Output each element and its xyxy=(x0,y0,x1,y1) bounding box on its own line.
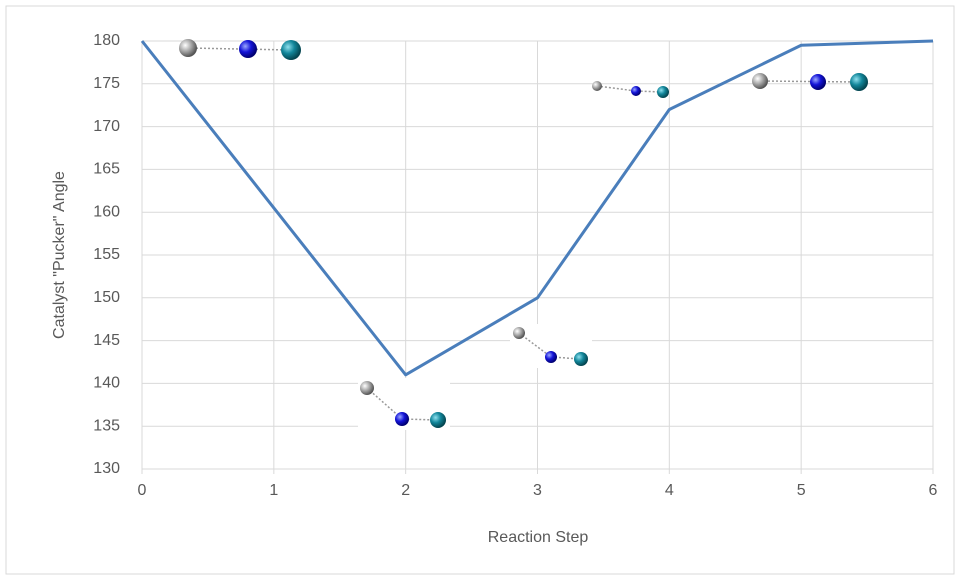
y-tick-label: 140 xyxy=(93,375,120,392)
x-tick-label: 3 xyxy=(533,482,542,499)
molecule-step-3 xyxy=(510,324,592,368)
y-tick-label: 145 xyxy=(93,332,120,349)
y-tick-label: 160 xyxy=(93,203,120,220)
y-tick-label: 155 xyxy=(93,246,120,263)
y-axis-label: Catalyst "Pucker" Angle xyxy=(51,171,68,339)
y-tick-label: 180 xyxy=(93,32,120,49)
y-tick-label: 135 xyxy=(93,417,120,434)
y-tick-label: 175 xyxy=(93,75,120,92)
x-tick-label: 6 xyxy=(929,482,938,499)
x-axis-label: Reaction Step xyxy=(488,529,589,546)
x-tick-label: 2 xyxy=(401,482,410,499)
y-tick-label: 150 xyxy=(93,289,120,306)
chart: 130 135 140 145 150 155 160 165 170 175 180 0 1 2 3 4 5 6… xyxy=(0,0,961,581)
page: 130 135 140 145 150 155 160 165 170 175 180 0 1 2 3 4 5 6… xyxy=(0,0,961,581)
x-tick-label: 4 xyxy=(665,482,674,499)
y-tick-label: 170 xyxy=(93,118,120,135)
molecule-step-2 xyxy=(358,378,450,430)
x-tick-label: 5 xyxy=(797,482,806,499)
x-tick-label: 0 xyxy=(138,482,147,499)
y-tick-label: 130 xyxy=(93,460,120,477)
y-tick-label: 165 xyxy=(93,161,120,178)
chart-border xyxy=(6,6,954,574)
x-tick-label: 1 xyxy=(269,482,278,499)
